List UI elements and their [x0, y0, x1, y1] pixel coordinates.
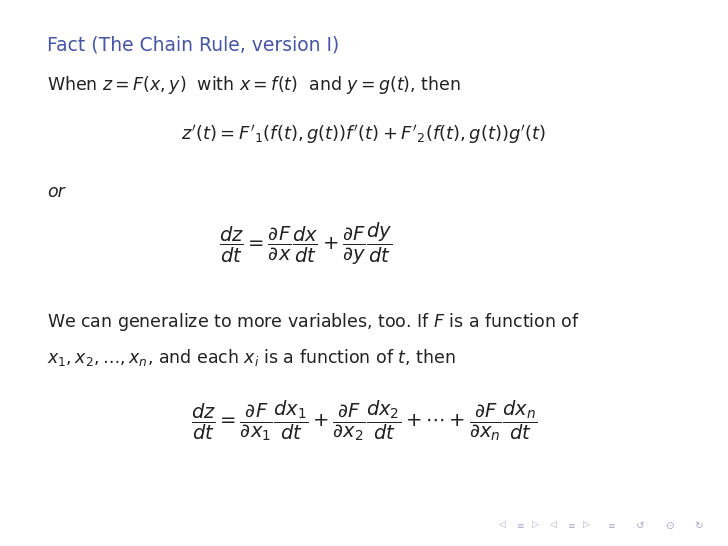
- Text: $\triangleright$: $\triangleright$: [582, 520, 590, 530]
- Text: $\dfrac{dz}{dt} = \dfrac{\partial F}{\partial x_1}\dfrac{dx_1}{dt} + \dfrac{\par: $\dfrac{dz}{dt} = \dfrac{\partial F}{\pa…: [191, 399, 537, 443]
- Text: $\equiv$: $\equiv$: [515, 521, 526, 530]
- Text: $\triangleleft$: $\triangleleft$: [498, 520, 507, 530]
- Text: We can generalize to more variables, too. If $F$ is a function of: We can generalize to more variables, too…: [47, 311, 580, 333]
- Text: or: or: [47, 183, 65, 201]
- Text: $x_1, x_2, \ldots, x_n$, and each $x_i$ is a function of $t$, then: $x_1, x_2, \ldots, x_n$, and each $x_i$ …: [47, 347, 456, 367]
- Text: $z'(t) = F'_1(f(t),g(t))f'(t) + F'_2(f(t),g(t))g'(t)$: $z'(t) = F'_1(f(t),g(t))f'(t) + F'_2(f(t…: [181, 123, 547, 146]
- Text: $\equiv$: $\equiv$: [566, 521, 577, 530]
- Text: $\equiv$: $\equiv$: [606, 521, 617, 530]
- Text: $\dfrac{dz}{dt} = \dfrac{\partial F}{\partial x}\dfrac{dx}{dt} + \dfrac{\partial: $\dfrac{dz}{dt} = \dfrac{\partial F}{\pa…: [219, 221, 392, 267]
- Text: $\triangleleft$: $\triangleleft$: [549, 520, 558, 530]
- Text: Fact (The Chain Rule, version I): Fact (The Chain Rule, version I): [47, 35, 339, 55]
- Text: $\circlearrowleft$: $\circlearrowleft$: [633, 520, 645, 530]
- Text: $\odot$: $\odot$: [665, 520, 675, 531]
- Text: When $z = F(x, y)$  with $x = f(t)$  and $y = g(t)$, then: When $z = F(x, y)$ with $x = f(t)$ and $…: [47, 74, 461, 96]
- Text: $\triangleright$: $\triangleright$: [531, 520, 539, 530]
- Text: $\circlearrowright$: $\circlearrowright$: [692, 520, 703, 530]
